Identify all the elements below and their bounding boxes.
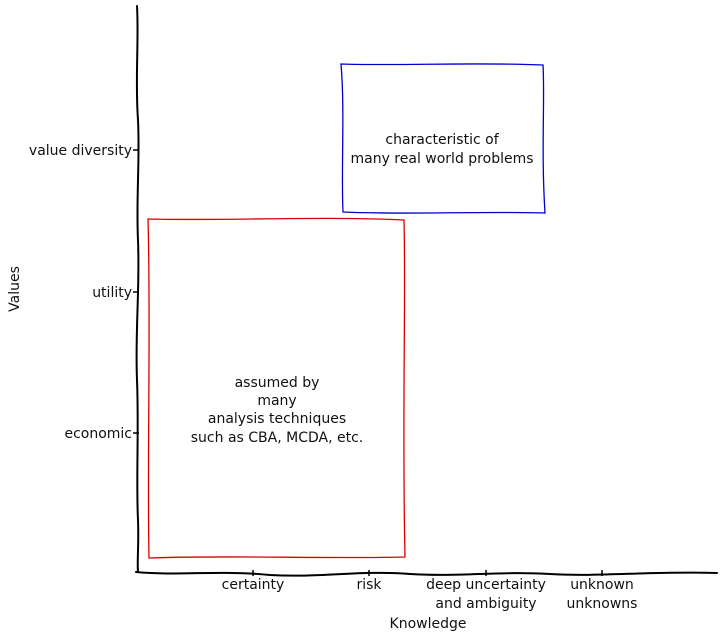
blue-box-label-line1: characteristic of xyxy=(385,132,499,148)
red-box xyxy=(147,217,406,559)
y-axis-line xyxy=(135,5,140,573)
x-axis-line xyxy=(135,571,718,577)
red-box-label-line2: many xyxy=(257,393,296,409)
x-tick-label-certainty: certainty xyxy=(222,577,285,593)
y-tick-label-economic: economic xyxy=(64,426,132,442)
x-tick-label-deep-uncertainty-line2: and ambiguity xyxy=(435,596,536,612)
red-box-label-line3: analysis techniques xyxy=(208,411,346,427)
y-tick-label-utility: utility xyxy=(92,285,132,301)
x-tick-label-deep-uncertainty-line1: deep uncertainty xyxy=(426,577,546,593)
y-axis-title: Values xyxy=(7,266,23,312)
x-axis-title: Knowledge xyxy=(390,616,467,632)
y-tick-label-value-diversity: value diversity xyxy=(29,143,132,159)
x-tick-label-risk: risk xyxy=(356,577,382,593)
blue-box xyxy=(340,63,546,214)
red-box-label-line4: such as CBA, MCDA, etc. xyxy=(191,430,363,446)
x-tick-label-unknown-unknowns-line2: unknowns xyxy=(567,596,638,612)
blue-box-label-line2: many real world problems xyxy=(350,151,533,167)
red-box-label-line1: assumed by xyxy=(235,375,320,391)
x-tick-label-unknown-unknowns-line1: unknown xyxy=(570,577,634,593)
